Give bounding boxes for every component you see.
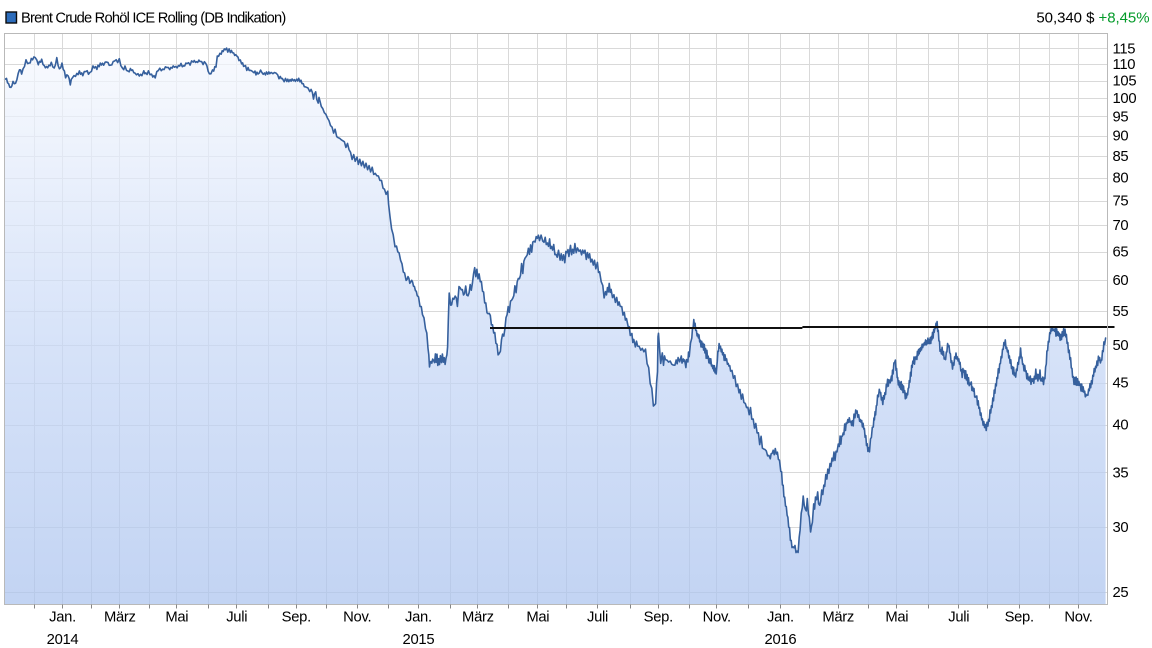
svg-text:115: 115 [1113, 41, 1136, 57]
svg-text:Juli: Juli [587, 609, 608, 625]
svg-text:Mai: Mai [526, 609, 549, 625]
svg-text:95: 95 [1113, 109, 1129, 125]
svg-text:Brent Crude Rohöl ICE Rolling: Brent Crude Rohöl ICE Rolling (DB Indika… [21, 10, 285, 26]
svg-text:85: 85 [1113, 149, 1129, 165]
svg-text:60: 60 [1113, 273, 1129, 289]
svg-text:2015: 2015 [403, 632, 435, 648]
svg-text:2016: 2016 [765, 632, 797, 648]
svg-text:März: März [462, 609, 494, 625]
svg-text:70: 70 [1113, 218, 1129, 234]
svg-text:März: März [822, 609, 854, 625]
svg-text:Sep.: Sep. [644, 609, 673, 625]
svg-text:50,340 $ +8,45%: 50,340 $ +8,45% [1036, 9, 1149, 26]
svg-text:Jan.: Jan. [767, 609, 794, 625]
svg-text:80: 80 [1113, 171, 1129, 187]
svg-text:90: 90 [1113, 129, 1129, 145]
svg-text:Mai: Mai [885, 609, 908, 625]
svg-text:Juli: Juli [948, 609, 969, 625]
svg-text:30: 30 [1113, 520, 1129, 536]
svg-text:März: März [104, 609, 136, 625]
svg-text:50: 50 [1113, 338, 1129, 354]
svg-text:35: 35 [1113, 465, 1129, 481]
svg-text:Jan.: Jan. [49, 609, 76, 625]
svg-text:100: 100 [1113, 91, 1137, 107]
svg-text:Nov.: Nov. [343, 609, 371, 625]
svg-text:65: 65 [1113, 245, 1129, 261]
svg-text:45: 45 [1113, 376, 1129, 392]
svg-text:Juli: Juli [226, 609, 247, 625]
svg-text:110: 110 [1113, 57, 1136, 73]
svg-text:Mai: Mai [165, 609, 188, 625]
svg-text:Nov.: Nov. [1064, 609, 1092, 625]
svg-text:Sep.: Sep. [1005, 609, 1034, 625]
svg-text:2014: 2014 [47, 632, 79, 648]
svg-text:Sep.: Sep. [282, 609, 311, 625]
svg-text:Jan.: Jan. [405, 609, 432, 625]
svg-text:40: 40 [1113, 418, 1129, 434]
svg-text:55: 55 [1113, 304, 1129, 320]
svg-text:25: 25 [1113, 585, 1129, 601]
svg-text:105: 105 [1113, 74, 1137, 90]
svg-text:Nov.: Nov. [703, 609, 731, 625]
svg-text:75: 75 [1113, 194, 1129, 210]
